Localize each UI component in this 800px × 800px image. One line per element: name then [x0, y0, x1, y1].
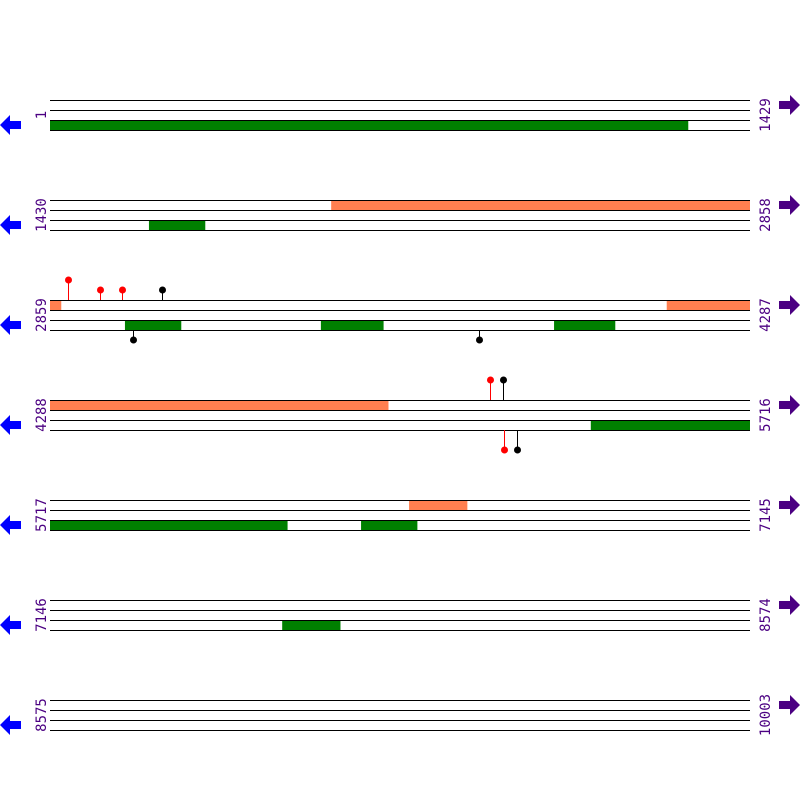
red-lollipop-marker	[501, 430, 508, 454]
row-end-label: 5716	[758, 398, 774, 432]
arrow-right-icon[interactable]	[779, 195, 800, 215]
row-end-label: 8574	[758, 598, 774, 632]
green-feature	[124, 320, 182, 330]
arrow-right-icon[interactable]	[779, 395, 800, 415]
black-lollipop-marker	[500, 376, 507, 400]
green-feature	[148, 220, 206, 230]
row-start-label: 7146	[34, 598, 50, 632]
arrow-right-icon[interactable]	[779, 95, 800, 115]
row-start-label: 8575	[34, 698, 50, 732]
marker-head	[500, 376, 507, 384]
orange-feature	[331, 200, 750, 210]
black-lollipop-marker	[514, 430, 521, 454]
row-start-label: 5717	[34, 498, 50, 532]
green-feature	[361, 520, 418, 530]
arrow-right-icon[interactable]	[779, 295, 800, 315]
arrow-left-icon[interactable]	[0, 515, 21, 535]
arrow-left-icon[interactable]	[0, 315, 21, 335]
row-end-label: 1429	[758, 98, 774, 132]
row-start-label: 1	[34, 111, 50, 119]
marker-head	[501, 446, 508, 454]
sequence-row: 5717 7145	[0, 495, 800, 535]
arrow-left-icon[interactable]	[0, 215, 21, 235]
red-lollipop-marker	[119, 286, 126, 300]
orange-feature	[50, 400, 389, 410]
row-end-label: 4287	[758, 298, 774, 332]
marker-head	[159, 286, 166, 294]
orange-feature	[409, 500, 468, 510]
red-lollipop-marker	[487, 376, 494, 400]
arrow-left-icon[interactable]	[0, 715, 21, 735]
arrow-left-icon[interactable]	[0, 115, 21, 135]
orange-feature	[666, 300, 750, 310]
sequence-row: 1430 2858	[0, 195, 800, 235]
orange-feature	[50, 300, 62, 310]
arrow-left-icon[interactable]	[0, 615, 21, 635]
arrow-left-icon[interactable]	[0, 415, 21, 435]
row-end-label: 10003	[758, 694, 774, 736]
green-feature	[282, 620, 341, 630]
sequence-row: 8575 10003	[0, 694, 800, 736]
arrow-right-icon[interactable]	[779, 595, 800, 615]
row-start-label: 4288	[34, 398, 50, 432]
black-lollipop-marker	[476, 330, 483, 344]
row-start-label: 2859	[34, 298, 50, 332]
marker-head	[119, 286, 126, 294]
green-feature	[320, 320, 384, 330]
arrow-right-icon[interactable]	[779, 495, 800, 515]
red-lollipop-marker	[65, 276, 72, 300]
marker-head	[130, 336, 137, 344]
red-lollipop-marker	[97, 286, 104, 300]
sequence-row: 1 1429	[0, 95, 800, 135]
green-feature	[50, 120, 689, 130]
row-end-label: 2858	[758, 198, 774, 232]
green-feature	[50, 520, 288, 530]
arrow-right-icon[interactable]	[779, 695, 800, 715]
row-end-label: 7145	[758, 498, 774, 532]
row-start-label: 1430	[34, 198, 50, 232]
marker-head	[97, 286, 104, 294]
marker-head	[476, 336, 483, 344]
marker-head	[514, 446, 521, 454]
sequence-row: 2859 4287	[0, 276, 800, 344]
green-feature	[554, 320, 616, 330]
sequence-row: 4288 5716	[0, 376, 800, 454]
sequence-row: 7146 8574	[0, 595, 800, 635]
green-feature	[590, 420, 750, 430]
marker-head	[65, 276, 72, 284]
marker-head	[487, 376, 494, 384]
black-lollipop-marker	[130, 330, 137, 344]
black-lollipop-marker	[159, 286, 166, 300]
